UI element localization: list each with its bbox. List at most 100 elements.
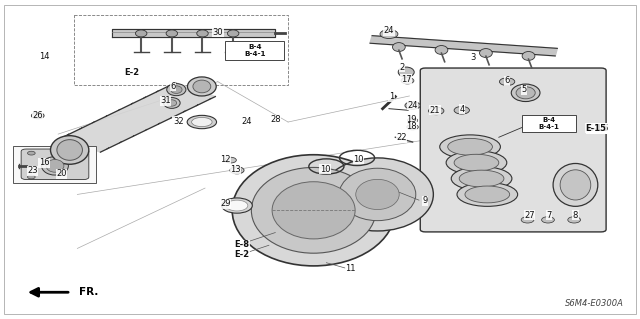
Text: 20: 20 <box>56 169 67 178</box>
Text: 1: 1 <box>389 92 394 101</box>
Ellipse shape <box>553 163 598 206</box>
Circle shape <box>28 175 35 179</box>
Ellipse shape <box>272 182 355 239</box>
Text: 32: 32 <box>173 117 184 126</box>
Ellipse shape <box>51 136 89 164</box>
Ellipse shape <box>339 168 416 221</box>
Text: 23: 23 <box>28 166 38 175</box>
Ellipse shape <box>136 30 147 37</box>
Ellipse shape <box>511 84 540 101</box>
Ellipse shape <box>522 51 535 60</box>
Text: 13: 13 <box>230 165 241 174</box>
Text: 7: 7 <box>546 211 551 219</box>
Text: 24: 24 <box>407 101 418 110</box>
Text: 16: 16 <box>39 158 49 167</box>
Ellipse shape <box>167 100 177 106</box>
Text: 17: 17 <box>401 75 412 84</box>
Text: 6: 6 <box>170 82 176 91</box>
FancyBboxPatch shape <box>13 146 97 183</box>
Circle shape <box>405 102 420 109</box>
Ellipse shape <box>440 135 500 159</box>
Text: E-2: E-2 <box>234 250 250 259</box>
Circle shape <box>407 124 419 130</box>
Polygon shape <box>61 83 215 152</box>
Ellipse shape <box>356 179 399 210</box>
Circle shape <box>408 118 418 123</box>
Text: 14: 14 <box>39 52 49 61</box>
Text: 24: 24 <box>241 117 252 126</box>
Text: 30: 30 <box>212 28 223 37</box>
Ellipse shape <box>230 167 244 174</box>
Ellipse shape <box>46 160 64 172</box>
Text: 2: 2 <box>399 63 404 72</box>
Ellipse shape <box>221 198 252 213</box>
Ellipse shape <box>460 170 504 187</box>
Ellipse shape <box>560 170 591 200</box>
Text: E-2: E-2 <box>124 68 139 77</box>
Ellipse shape <box>164 98 180 108</box>
Ellipse shape <box>227 30 239 37</box>
Text: 31: 31 <box>160 96 171 105</box>
Text: 21: 21 <box>429 106 440 115</box>
Text: 5: 5 <box>522 85 527 94</box>
Ellipse shape <box>188 77 216 96</box>
Ellipse shape <box>167 84 186 96</box>
Circle shape <box>454 107 469 114</box>
Text: 27: 27 <box>524 211 535 219</box>
Circle shape <box>31 113 44 119</box>
Text: S6M4-E0300A: S6M4-E0300A <box>564 299 623 308</box>
Text: 26: 26 <box>33 111 43 120</box>
Text: E-8: E-8 <box>235 240 250 249</box>
Text: 18: 18 <box>406 122 417 131</box>
Ellipse shape <box>479 48 492 57</box>
Ellipse shape <box>187 115 216 129</box>
Ellipse shape <box>392 43 405 51</box>
Text: 29: 29 <box>220 199 231 208</box>
Text: 24: 24 <box>384 26 394 35</box>
Text: 12: 12 <box>220 155 231 164</box>
Text: 3: 3 <box>470 53 476 62</box>
Ellipse shape <box>191 117 212 127</box>
Ellipse shape <box>451 167 512 190</box>
Text: 4: 4 <box>459 105 465 114</box>
Text: FR.: FR. <box>79 287 98 297</box>
Circle shape <box>28 151 35 155</box>
Ellipse shape <box>57 140 83 160</box>
FancyBboxPatch shape <box>21 149 89 180</box>
Ellipse shape <box>196 30 208 37</box>
Text: B-4
B-4-1: B-4 B-4-1 <box>539 117 560 130</box>
Ellipse shape <box>42 157 68 175</box>
Circle shape <box>568 217 580 223</box>
Ellipse shape <box>516 87 535 99</box>
Ellipse shape <box>398 67 414 77</box>
Ellipse shape <box>435 46 448 55</box>
Text: E-15: E-15 <box>586 124 606 133</box>
Circle shape <box>499 78 515 85</box>
Text: 9: 9 <box>423 196 428 205</box>
FancyBboxPatch shape <box>420 68 606 232</box>
Circle shape <box>521 217 534 223</box>
FancyBboxPatch shape <box>225 41 284 60</box>
Ellipse shape <box>252 167 376 253</box>
Ellipse shape <box>166 30 177 37</box>
Polygon shape <box>370 36 557 56</box>
Ellipse shape <box>465 186 509 203</box>
FancyBboxPatch shape <box>522 115 576 132</box>
Circle shape <box>380 30 398 39</box>
Text: 11: 11 <box>346 263 356 273</box>
Ellipse shape <box>226 200 248 211</box>
Ellipse shape <box>225 157 236 163</box>
Text: 6: 6 <box>504 76 510 85</box>
Text: E-15: E-15 <box>587 124 609 133</box>
Ellipse shape <box>232 168 241 173</box>
Text: 10: 10 <box>353 155 364 164</box>
Text: 8: 8 <box>573 211 578 219</box>
Circle shape <box>429 107 444 115</box>
Text: 22: 22 <box>397 133 407 142</box>
Text: 19: 19 <box>406 115 417 124</box>
Ellipse shape <box>457 182 518 206</box>
Ellipse shape <box>401 78 414 84</box>
Text: B-4
B-4-1: B-4 B-4-1 <box>244 44 266 57</box>
Text: 28: 28 <box>270 115 280 124</box>
Ellipse shape <box>232 155 395 266</box>
